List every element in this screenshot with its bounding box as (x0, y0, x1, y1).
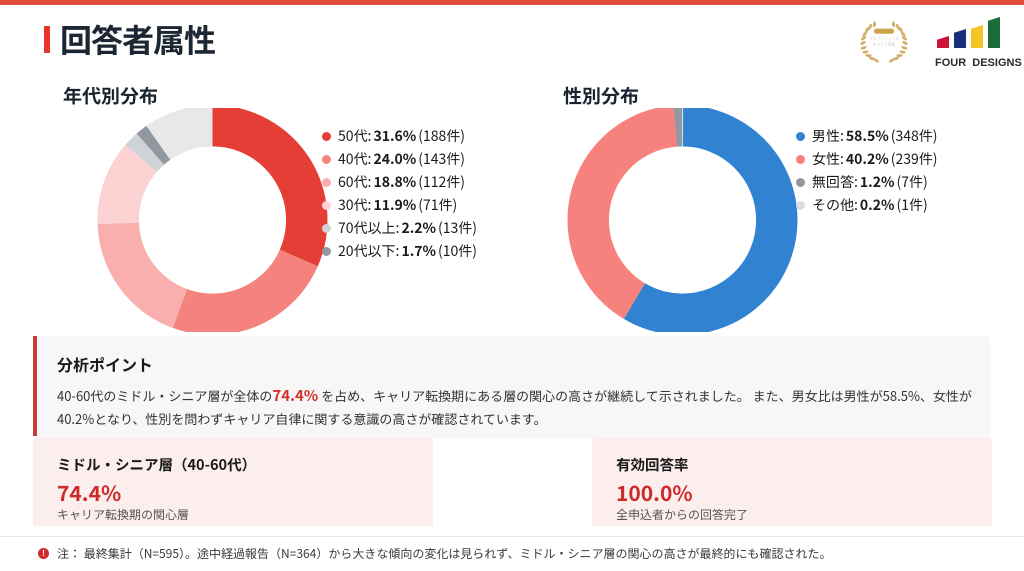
svg-text:キャリア協会: キャリア協会 (873, 41, 896, 46)
svg-text:プロフィシェンス: プロフィシェンス (869, 36, 899, 41)
